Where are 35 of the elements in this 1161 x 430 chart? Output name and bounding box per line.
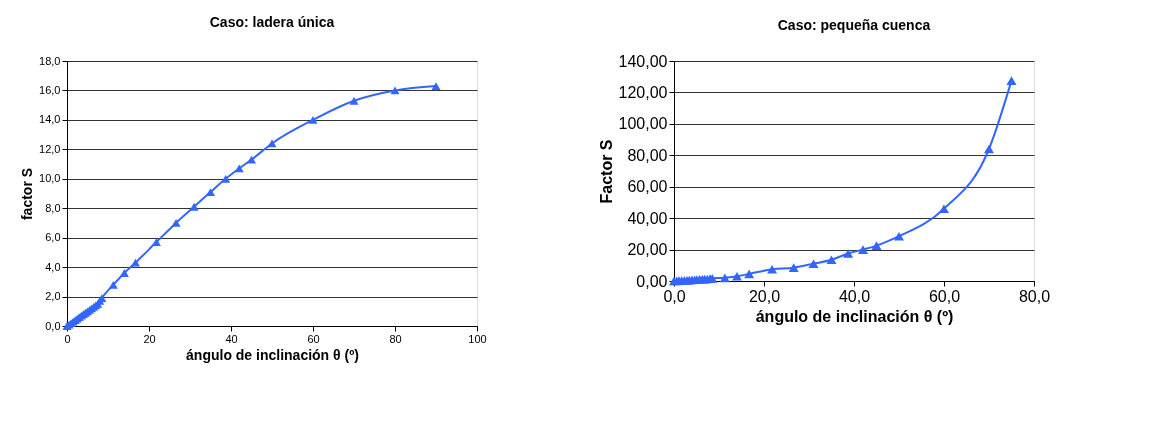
y-tick-label: 40,00 [627, 209, 668, 227]
y-tick-label: 6,0 [45, 231, 61, 244]
x-tick-label: 0 [64, 332, 71, 345]
x-axis-title: ángulo de inclinación θ (º) [186, 346, 359, 363]
y-tick-label: 18,0 [39, 54, 61, 67]
y-tick-label: 80,00 [627, 146, 668, 164]
x-axis-title: ángulo de inclinación θ (º) [755, 307, 954, 325]
chart-title: Caso: pequeña cuenca [777, 17, 931, 33]
x-tick-label: 60 [307, 332, 320, 345]
x-tick-label: 40 [225, 332, 238, 345]
x-tick-label: 20,0 [748, 287, 781, 305]
y-axis-title: Factor S [597, 139, 615, 204]
y-tick-label: 0,00 [636, 272, 668, 290]
y-tick-label: 2,0 [45, 290, 61, 303]
y-tick-label: 8,0 [45, 201, 61, 214]
y-tick-label: 10,0 [39, 172, 61, 185]
y-tick-label: 20,00 [627, 241, 668, 259]
x-tick-label: 80,0 [1018, 287, 1051, 305]
y-tick-label: 12,0 [39, 142, 61, 155]
x-tick-label: 20 [143, 332, 156, 345]
chart-title: Caso: ladera única [209, 14, 335, 30]
x-tick-label: 40,0 [838, 287, 871, 305]
y-tick-label: 60,00 [627, 178, 668, 196]
y-tick-label: 140,00 [618, 52, 668, 70]
y-tick-label: 0,0 [45, 319, 61, 332]
x-tick-label: 100 [468, 332, 487, 345]
y-tick-label: 14,0 [39, 113, 61, 126]
y-tick-label: 120,00 [618, 83, 668, 101]
y-axis-title: factor S [19, 167, 36, 221]
x-tick-label: 60,0 [928, 287, 961, 305]
x-tick-label: 0,0 [663, 287, 686, 305]
y-tick-label: 16,0 [39, 83, 61, 96]
y-tick-label: 100,00 [618, 115, 668, 133]
y-tick-label: 4,0 [45, 260, 61, 273]
x-tick-label: 80 [389, 332, 402, 345]
